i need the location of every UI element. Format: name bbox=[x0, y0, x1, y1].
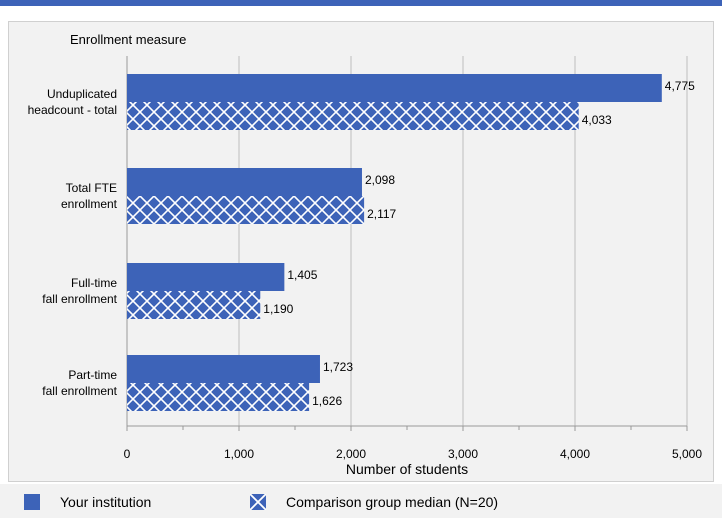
bar-value-label: 2,117 bbox=[367, 207, 396, 221]
bar-comparison-median bbox=[127, 383, 310, 411]
category-label: Unduplicated headcount - total bbox=[28, 87, 117, 117]
category-label-line: Full-time bbox=[71, 276, 117, 290]
x-axis-title: Number of students bbox=[346, 461, 468, 477]
top-accent-bar bbox=[0, 0, 722, 6]
x-tick-label: 2,000 bbox=[336, 447, 366, 461]
bar-comparison-median bbox=[127, 291, 261, 319]
legend-label: Your institution bbox=[60, 494, 152, 510]
legend-swatch-crosshatch bbox=[250, 494, 266, 510]
category-label-line: fall enrollment bbox=[42, 292, 117, 306]
bar-value-label: 1,190 bbox=[263, 302, 293, 316]
category-label: Full-time fall enrollment bbox=[42, 276, 117, 306]
x-tick-label: 4,000 bbox=[560, 447, 590, 461]
bar-comparison-median bbox=[127, 196, 365, 224]
x-tick-label: 0 bbox=[124, 447, 131, 461]
category-label-line: Unduplicated bbox=[47, 87, 117, 101]
bar-your-institution bbox=[127, 355, 320, 383]
enrollment-bar-chart: Enrollment measure 4,775 4,033 2,098 2,117 1… bbox=[28, 32, 703, 477]
bar-your-institution bbox=[127, 263, 285, 291]
x-tick-label: 5,000 bbox=[672, 447, 702, 461]
bar-value-label: 1,405 bbox=[287, 268, 317, 282]
x-tick-label: 3,000 bbox=[448, 447, 478, 461]
category-label-line: fall enrollment bbox=[42, 384, 117, 398]
bar-value-label: 4,775 bbox=[665, 79, 695, 93]
bar-your-institution bbox=[127, 74, 662, 102]
legend: Your institution Comparison group median… bbox=[0, 484, 722, 518]
bar-value-label: 4,033 bbox=[582, 113, 612, 127]
bar-your-institution bbox=[127, 168, 362, 196]
bar-value-label: 1,626 bbox=[312, 394, 342, 408]
category-label: Part-time fall enrollment bbox=[42, 368, 117, 398]
legend-item-comparison-median: Comparison group median (N=20) bbox=[250, 494, 498, 510]
bar-comparison-median bbox=[127, 102, 579, 130]
bar-value-label: 1,723 bbox=[323, 360, 353, 374]
legend-label: Comparison group median (N=20) bbox=[286, 494, 499, 510]
y-axis-title: Enrollment measure bbox=[70, 32, 186, 47]
x-tick-label: 1,000 bbox=[224, 447, 254, 461]
bar-value-label: 2,098 bbox=[365, 173, 395, 187]
category-label: Total FTE enrollment bbox=[61, 181, 118, 211]
legend-item-your-institution: Your institution bbox=[24, 494, 151, 510]
legend-swatch-solid bbox=[24, 494, 40, 510]
category-label-line: Part-time bbox=[68, 368, 117, 382]
category-label-line: Total FTE bbox=[66, 181, 117, 195]
category-label-line: headcount - total bbox=[28, 103, 117, 117]
category-label-line: enrollment bbox=[61, 197, 118, 211]
